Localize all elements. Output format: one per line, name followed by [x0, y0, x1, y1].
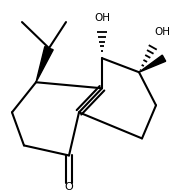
Polygon shape: [36, 46, 53, 82]
Text: O: O: [65, 182, 73, 192]
Polygon shape: [139, 55, 166, 72]
Text: OH: OH: [94, 13, 110, 23]
Text: OH: OH: [154, 27, 170, 37]
